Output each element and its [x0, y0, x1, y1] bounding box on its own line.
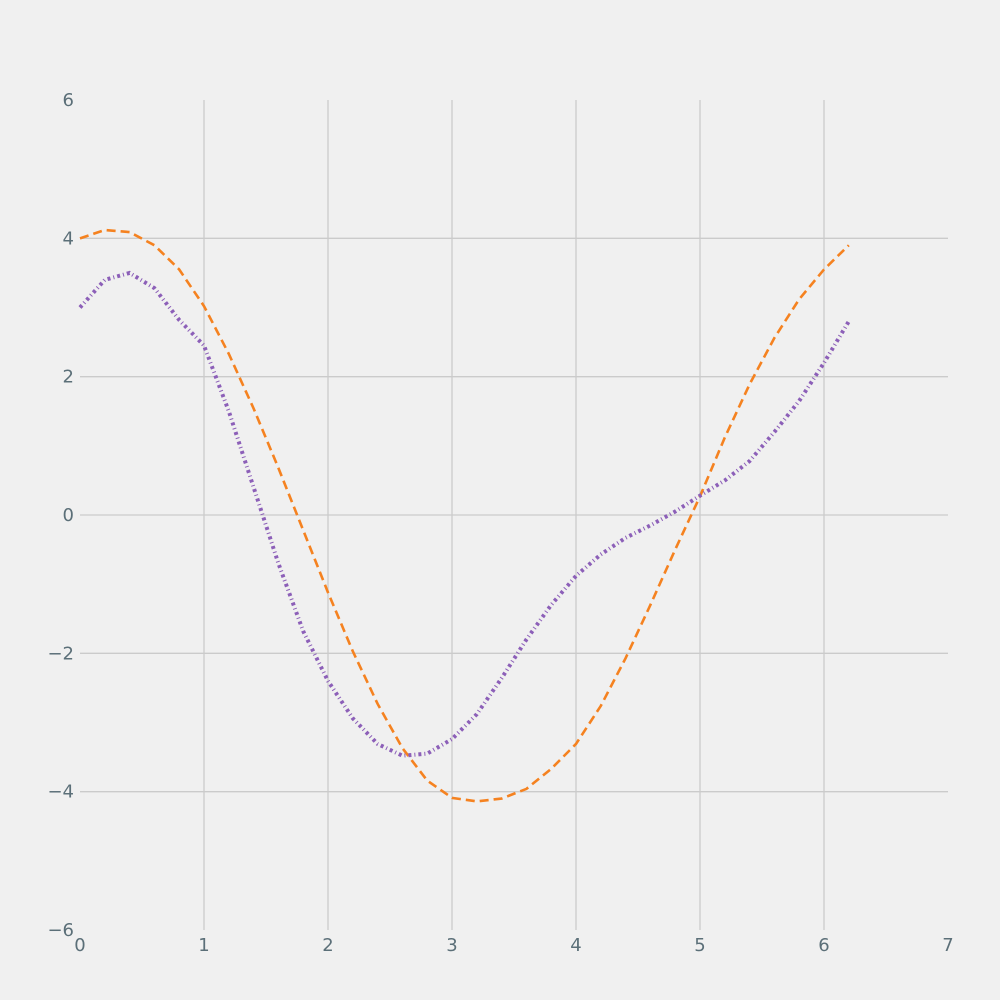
- y-tick-label: 2: [63, 367, 74, 388]
- x-tick-label: 6: [818, 935, 829, 956]
- x-tick-label: 7: [942, 935, 953, 956]
- x-tick-label: 0: [74, 935, 85, 956]
- y-axis-tick-labels: −6 −4 −2 0 2 4 6: [47, 90, 74, 941]
- y-tick-label: 6: [63, 90, 74, 111]
- x-tick-label: 3: [446, 935, 457, 956]
- y-tick-label: −2: [47, 643, 74, 664]
- grid: [80, 100, 948, 930]
- x-tick-label: 1: [198, 935, 209, 956]
- y-tick-label: 4: [63, 228, 74, 249]
- x-tick-label: 4: [570, 935, 581, 956]
- x-tick-label: 5: [694, 935, 705, 956]
- x-axis-tick-labels: 0 1 2 3 4 5 6 7: [74, 935, 953, 956]
- y-tick-label: −4: [47, 782, 74, 803]
- y-tick-label: 0: [63, 505, 74, 526]
- x-tick-label: 2: [322, 935, 333, 956]
- y-tick-label: −6: [47, 920, 74, 941]
